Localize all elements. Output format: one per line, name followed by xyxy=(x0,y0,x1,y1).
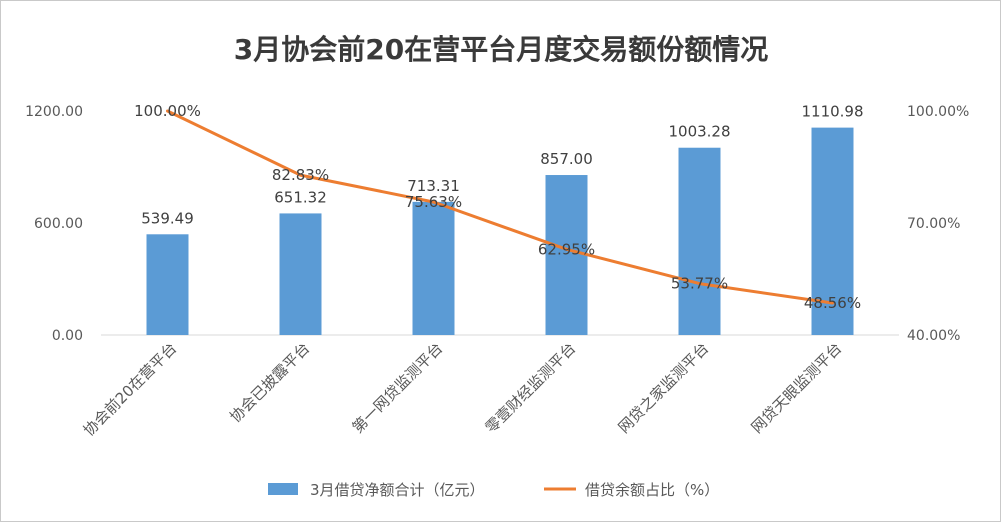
line-value-label: 48.56% xyxy=(804,294,861,312)
x-category-label: 第一网贷监测平台 xyxy=(349,339,447,437)
bar xyxy=(678,147,721,335)
bar-value-label: 857.00 xyxy=(540,150,593,168)
bar xyxy=(146,234,189,335)
line-value-label: 75.63% xyxy=(405,193,462,211)
bar-value-label: 1110.98 xyxy=(801,103,863,121)
data-labels: 539.49 651.32 713.31 857.00 1003.28 1110.98 10… xyxy=(134,102,863,312)
bar xyxy=(545,175,588,335)
line-point xyxy=(565,247,568,251)
bar-value-label: 651.32 xyxy=(274,188,327,206)
bar-value-label: 539.49 xyxy=(141,209,194,227)
line-point xyxy=(698,282,701,286)
bar-series xyxy=(146,127,854,335)
legend-line-label: 借贷余额占比（%） xyxy=(585,481,719,499)
y-left-tick-label: 1200.00 xyxy=(25,104,83,120)
line-path xyxy=(166,109,833,305)
y-right-tick-label: 100.00% xyxy=(907,104,969,120)
line-point xyxy=(299,173,302,177)
bar-value-label: 713.31 xyxy=(407,177,460,195)
x-category-label: 网贷天眼监测平台 xyxy=(748,339,846,437)
legend: 3月借贷净额合计（亿元） 借贷余额占比（%） xyxy=(268,481,719,499)
x-category-label: 协会已披露平台 xyxy=(226,339,313,426)
chart-title: 3月协会前20在营平台月度交易额份额情况 xyxy=(234,33,768,66)
x-category-label: 零壹财经监测平台 xyxy=(482,339,580,437)
legend-bar-label: 3月借贷净额合计（亿元） xyxy=(310,481,485,499)
bar xyxy=(279,213,322,335)
bar-value-label: 1003.28 xyxy=(668,123,730,141)
x-category-label: 协会前20在营平台 xyxy=(80,339,180,439)
line-point xyxy=(166,109,169,113)
y-right-tick-label: 70.00% xyxy=(907,216,960,232)
line-value-label: 100.00% xyxy=(134,102,201,120)
bar xyxy=(412,201,455,335)
line-value-label: 82.83% xyxy=(272,166,329,184)
line-series xyxy=(166,109,834,305)
line-point xyxy=(831,301,834,305)
line-value-label: 53.77% xyxy=(671,275,728,293)
y-left-tick-label: 0.00 xyxy=(52,328,83,344)
y-left-tick-label: 600.00 xyxy=(34,216,83,232)
line-point xyxy=(432,200,435,204)
y-right-tick-label: 40.00% xyxy=(907,328,960,344)
x-category-label: 网贷之家监测平台 xyxy=(615,339,713,437)
line-value-label: 62.95% xyxy=(538,240,595,258)
legend-bar-swatch xyxy=(268,483,298,495)
